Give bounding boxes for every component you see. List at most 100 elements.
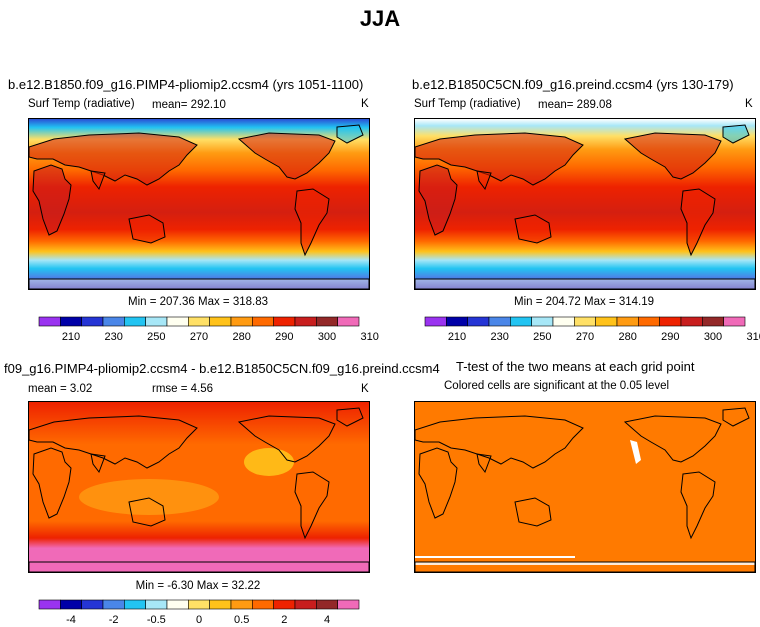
continent-outline-antarctica <box>29 278 369 289</box>
continent-outline-south-america <box>294 471 330 540</box>
panel3-colorbar-label: -2 <box>109 614 119 626</box>
panel1-colorbar-swatch <box>252 316 274 327</box>
panel2-variable-label: Surf Temp (radiative) <box>414 98 521 110</box>
panel1-colorbar-swatch <box>188 316 210 327</box>
panel2-units-label: K <box>745 98 753 110</box>
continent-outline-greenland <box>336 407 364 427</box>
panel1-mean-label: mean= 292.10 <box>152 99 226 111</box>
continent-outline-india <box>90 453 106 474</box>
panel1-colorbar-swatch <box>166 316 189 327</box>
panel3-colorbar-swatch <box>102 599 125 610</box>
panel3-colorbar-swatch <box>188 599 210 610</box>
panel2-colorbar-label: 250 <box>533 331 551 343</box>
panel2-colorbar-swatch <box>595 316 618 327</box>
continent-outline-north-america <box>237 415 336 463</box>
continent-outline-europe-asia <box>415 132 584 186</box>
panel1-colorbar-swatch <box>316 316 338 327</box>
panel2-colorbar-swatch <box>616 316 639 327</box>
panel4-subtitle: Colored cells are significant at the 0.0… <box>444 380 670 392</box>
panel1-colorbar-swatch <box>81 316 104 327</box>
panel2-colorbar-swatch <box>574 316 596 327</box>
panel3-colorbar-swatch <box>316 599 338 610</box>
panel3-colorbar-swatch <box>166 599 189 610</box>
panel3-colorbar-label: 4 <box>324 614 330 626</box>
continent-outline-africa <box>32 447 72 519</box>
panel3-colorbar-label: 0.5 <box>234 614 249 626</box>
continent-outline-africa <box>418 164 458 236</box>
continent-outline-australia <box>514 497 552 527</box>
continent-outline-north-america <box>623 415 722 463</box>
panel3-colorbar: -4 -2 -0.5 0 0.5 2 4 <box>38 599 360 627</box>
panel3-colorbar-swatch <box>273 599 296 610</box>
panel3-case-title: f09_g16.PIMP4-pliomip2.ccsm4 - b.e12.B18… <box>4 361 440 376</box>
panel1-colorbar-swatch <box>145 316 168 327</box>
panel1-colorbar-label: 280 <box>232 331 250 343</box>
panel1-colorbar-swatch <box>209 316 232 327</box>
panel1-colorbar-label: 250 <box>147 331 165 343</box>
continent-outline-europe-asia <box>29 132 198 186</box>
continent-outline-south-america <box>680 471 716 540</box>
continent-outline-australia <box>128 214 166 244</box>
continent-outline-greenland <box>336 124 364 144</box>
panel1-case-title: b.e12.B1850.f09_g16.PIMP4-pliomip2.ccsm4… <box>8 77 364 92</box>
panel2-colorbar-label: 210 <box>448 331 466 343</box>
panel3-colorbar-swatch <box>81 599 104 610</box>
panel1-colorbar-swatch <box>102 316 125 327</box>
panel2-colorbar-label: 230 <box>490 331 508 343</box>
continent-outline-india <box>476 170 492 191</box>
continent-outline-antarctica <box>415 278 755 289</box>
panel3-colorbar-swatch <box>38 599 61 610</box>
continent-outline-india <box>476 453 492 474</box>
panel2-colorbar-swatch <box>659 316 682 327</box>
panel3-colorbar-swatch <box>124 599 146 610</box>
panel3-colorbar-label: -0.5 <box>147 614 166 626</box>
panel2-colorbar-label: 290 <box>661 331 679 343</box>
figure-title: JJA <box>359 6 401 31</box>
panel1-colorbar-swatch <box>124 316 146 327</box>
continent-outline-south-america <box>294 188 330 257</box>
panel3-rmse-label: rmse = 4.56 <box>152 383 214 395</box>
panel1-colorbar-label: 290 <box>275 331 293 343</box>
continent-outline-europe-asia <box>415 415 584 469</box>
continent-outline-europe-asia <box>29 415 198 469</box>
panel2-colorbar-swatch <box>638 316 660 327</box>
panel2-colorbar-swatch <box>488 316 511 327</box>
panel1-colorbar-swatch <box>294 316 317 327</box>
panel1-min-max: Min = 207.36 Max = 318.83 <box>127 296 268 308</box>
panel1-colorbar-swatch <box>38 316 61 327</box>
continent-outline-greenland <box>722 124 750 144</box>
panel3-colorbar-label: -4 <box>66 614 76 626</box>
panel3-colorbar-label: 0 <box>196 614 202 626</box>
panel2-colorbar: 210 230 250 270 280 290 300 310 <box>424 316 760 348</box>
panel2-colorbar-swatch <box>510 316 532 327</box>
panel3-colorbar-swatch <box>252 599 274 610</box>
panel3-map <box>28 401 370 573</box>
panel1-colorbar-label: 210 <box>62 331 80 343</box>
panel2-colorbar-swatch <box>424 316 447 327</box>
panel2-case-title: b.e12.B1850C5CN.f09_g16.preind.ccsm4 (yr… <box>412 77 734 92</box>
panel1-colorbar-label: 230 <box>104 331 122 343</box>
continent-outline-africa <box>32 164 72 236</box>
panel1-units-label: K <box>361 98 369 110</box>
panel2-colorbar-swatch <box>446 316 468 327</box>
panel2-colorbar-swatch <box>552 316 575 327</box>
panel2-colorbar-swatch <box>467 316 490 327</box>
panel3-colorbar-swatch <box>294 599 317 610</box>
continent-outline-africa <box>418 447 458 519</box>
panel1-colorbar-swatch <box>337 316 360 327</box>
panel1-colorbar-swatch <box>60 316 82 327</box>
panel2-colorbar-swatch <box>702 316 724 327</box>
continent-outline-australia <box>514 214 552 244</box>
panel3-colorbar-swatch <box>60 599 82 610</box>
panel2-map <box>414 118 756 290</box>
continent-outline-greenland <box>722 407 750 427</box>
panel3-colorbar-swatch <box>230 599 253 610</box>
panel2-colorbar-label: 280 <box>618 331 636 343</box>
panel2-colorbar-label: 300 <box>704 331 722 343</box>
continent-outline-australia <box>128 497 166 527</box>
panel2-colorbar-label: 270 <box>576 331 594 343</box>
panel2-colorbar-swatch <box>723 316 746 327</box>
panel1-colorbar-label: 270 <box>190 331 208 343</box>
panel1-colorbar-swatch <box>273 316 296 327</box>
panel2-mean-label: mean= 289.08 <box>538 99 612 111</box>
